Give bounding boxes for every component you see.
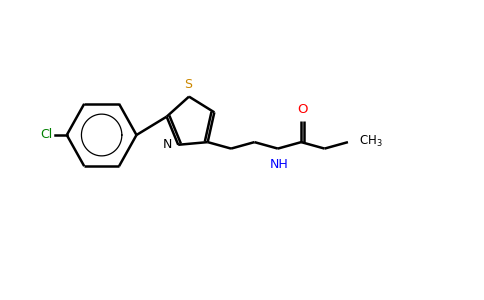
Text: S: S (184, 78, 192, 91)
Text: N: N (163, 138, 172, 151)
Text: NH: NH (270, 158, 288, 171)
Text: CH$_3$: CH$_3$ (359, 134, 382, 149)
Text: Cl: Cl (40, 128, 52, 142)
Text: O: O (297, 103, 307, 116)
